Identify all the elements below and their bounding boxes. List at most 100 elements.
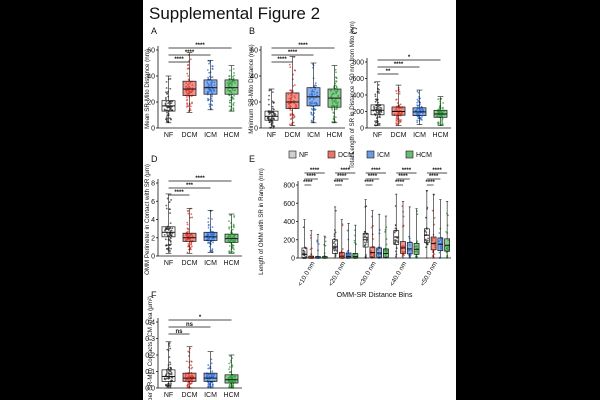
data-point — [168, 342, 171, 344]
data-point — [210, 97, 213, 100]
legend-swatch-icm — [366, 150, 375, 159]
data-point — [363, 233, 366, 236]
legend-label-dcm: DCM — [338, 152, 354, 159]
data-point — [272, 117, 275, 120]
data-point — [169, 361, 171, 364]
data-point — [186, 98, 189, 101]
data-point — [441, 117, 444, 120]
data-point — [416, 121, 419, 124]
box-HCM-bin — [321, 235, 328, 259]
box-HCM — [327, 65, 342, 124]
data-point — [171, 232, 174, 235]
data-point — [169, 363, 172, 366]
data-point — [269, 112, 272, 115]
data-point — [189, 105, 192, 108]
data-point — [187, 230, 190, 233]
data-point — [228, 226, 231, 229]
data-point — [438, 232, 441, 234]
data-point — [333, 240, 336, 243]
y-tick-label: 60 — [147, 48, 155, 55]
data-point — [397, 88, 400, 91]
data-point — [171, 379, 174, 382]
data-point — [229, 251, 232, 254]
data-point — [393, 239, 396, 242]
data-point — [207, 221, 210, 223]
data-point — [211, 65, 214, 67]
legend-label-nf: NF — [299, 152, 308, 159]
data-point — [170, 199, 173, 201]
data-point — [290, 114, 292, 116]
data-point — [447, 214, 449, 217]
y-tick-label: 0 — [151, 254, 155, 261]
data-point — [168, 201, 171, 203]
significance-label: **** — [195, 43, 205, 49]
data-point — [336, 107, 338, 110]
data-point — [166, 233, 169, 235]
data-point — [210, 94, 213, 97]
data-point — [441, 107, 444, 110]
box-DCM-bin — [338, 219, 345, 259]
data-point — [445, 230, 448, 233]
panel-letter: E — [249, 154, 255, 164]
box-NF-bin — [301, 219, 308, 259]
data-point — [232, 247, 235, 249]
data-point — [400, 119, 402, 121]
data-point — [341, 248, 344, 250]
data-point — [167, 372, 170, 375]
data-point — [186, 103, 189, 105]
data-point — [232, 77, 235, 80]
significance-label: **** — [303, 180, 313, 186]
data-point — [185, 360, 188, 363]
data-point — [232, 107, 235, 109]
data-point — [335, 249, 338, 252]
data-point — [211, 226, 214, 229]
significance-label: **** — [364, 180, 374, 186]
significance-label: **** — [310, 168, 320, 174]
data-point — [365, 241, 368, 243]
data-point — [396, 122, 399, 125]
y-tick-label: 40 — [147, 74, 155, 81]
data-point — [396, 116, 399, 119]
data-point — [190, 382, 193, 385]
data-point — [228, 366, 231, 368]
x-tick-label: ICM — [204, 132, 217, 139]
data-point — [169, 107, 172, 109]
data-point — [288, 63, 291, 66]
data-point — [394, 241, 397, 243]
box-NF-bin — [423, 190, 430, 259]
significance-label: **** — [277, 57, 287, 63]
data-point — [190, 242, 193, 245]
data-point — [207, 227, 210, 229]
box-ICM — [203, 351, 218, 389]
data-point — [380, 107, 383, 109]
box-DCM-bin — [400, 201, 406, 259]
data-point — [416, 119, 419, 122]
data-point — [365, 233, 368, 236]
box-iqr — [161, 369, 176, 382]
significance-label: **** — [371, 168, 381, 174]
data-point — [232, 385, 235, 388]
data-point — [384, 230, 386, 233]
data-point — [374, 95, 377, 98]
data-point — [313, 116, 316, 118]
data-point — [272, 111, 275, 114]
box-HCM — [433, 96, 448, 126]
data-point — [231, 250, 234, 253]
data-point — [165, 207, 168, 210]
box-ICM — [412, 89, 427, 125]
data-point — [375, 111, 378, 114]
box-NF — [161, 75, 176, 124]
data-point — [396, 102, 399, 104]
x-tick-label: NF — [164, 132, 173, 139]
data-point — [424, 216, 427, 219]
data-point — [210, 76, 213, 79]
significance-label: **** — [402, 168, 412, 174]
data-point — [232, 67, 235, 70]
data-point — [211, 218, 213, 220]
x-tick-label: <20.0 nm — [327, 261, 347, 288]
data-point — [267, 98, 270, 101]
data-point — [169, 386, 172, 388]
data-point — [170, 234, 173, 237]
data-point — [316, 239, 319, 242]
